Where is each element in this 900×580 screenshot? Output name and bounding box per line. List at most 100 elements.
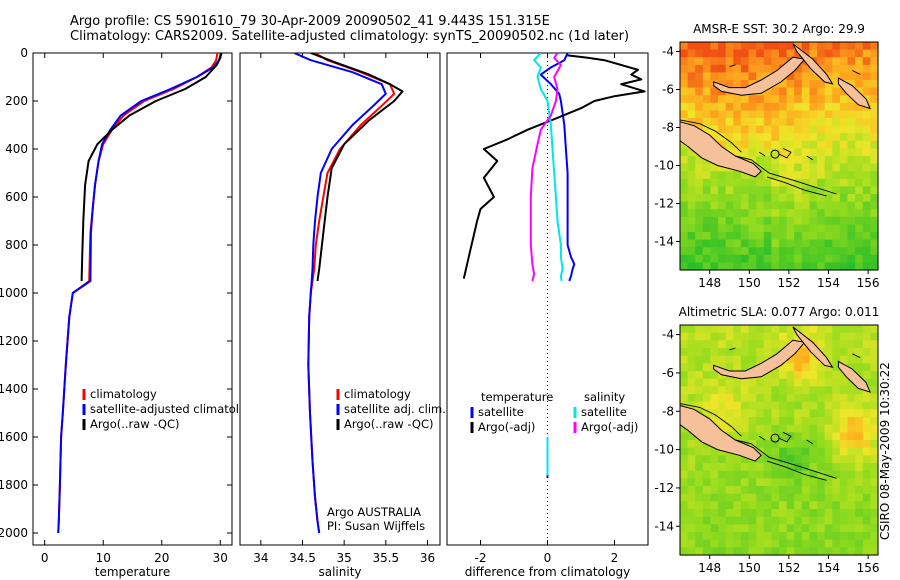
heatmap-cell [695, 371, 704, 380]
series-satellite-adjusted-climatology [57, 53, 222, 534]
heatmap-cell [687, 216, 696, 225]
heatmap-cell [779, 125, 788, 134]
heatmap-cell [839, 486, 849, 495]
heatmap-cell [794, 125, 803, 134]
heatmap-cell [824, 432, 833, 441]
map-frame [679, 41, 879, 271]
heatmap-cell [748, 216, 757, 225]
heatmap-cell [748, 501, 757, 510]
heatmap-cell [779, 95, 788, 104]
heatmap-cell [862, 501, 871, 510]
heatmap-cell [847, 118, 856, 127]
heatmap-cell [680, 424, 689, 433]
heatmap-cell [794, 64, 803, 73]
heatmap-cell [839, 325, 849, 334]
heatmap-cell [702, 516, 711, 525]
heatmap-cell [839, 394, 849, 403]
heatmap-cell [870, 49, 879, 58]
heatmap-cell [870, 371, 879, 380]
heatmap-cell [725, 186, 734, 195]
heatmap-cell [824, 262, 833, 271]
heatmap-cell [680, 516, 689, 525]
heatmap-cell [832, 125, 841, 134]
heatmap-cell [839, 163, 849, 172]
heatmap-cell [832, 424, 841, 433]
heatmap-cell [771, 201, 780, 210]
heatmap-cell [832, 171, 841, 180]
heatmap-cell [771, 547, 780, 556]
heatmap-cell [725, 125, 734, 134]
heatmap-cell [794, 110, 803, 119]
heatmap-cell [855, 118, 864, 127]
heatmap-cell [786, 447, 795, 456]
heatmap-cell [763, 232, 772, 241]
heatmap-cell [695, 247, 704, 256]
heatmap-cell [855, 49, 864, 58]
heatmap-cell [779, 455, 788, 464]
heatmap-cell [832, 409, 841, 418]
heatmap-cell [710, 516, 719, 525]
heatmap-cell [794, 348, 803, 357]
heatmap-cell [794, 118, 803, 127]
heatmap-cell [786, 325, 795, 334]
heatmap-cell [855, 432, 864, 441]
heatmap-cell [718, 417, 727, 426]
heatmap-cell [725, 194, 734, 203]
heatmap-cell [839, 224, 849, 233]
heatmap-cell [794, 194, 803, 203]
heatmap-cell [680, 440, 689, 449]
heatmap-cell [763, 478, 772, 487]
heatmap-cell [733, 378, 742, 387]
heatmap-cell [687, 148, 696, 157]
heatmap-cell [733, 417, 742, 426]
heatmap-cell [855, 194, 864, 203]
heatmap-cell [801, 209, 810, 218]
heatmap-cell [794, 378, 803, 387]
heatmap-cell [779, 424, 788, 433]
land-mass [837, 77, 871, 110]
heatmap-cell [779, 178, 788, 187]
heatmap-cell [794, 547, 803, 556]
heatmap-cell [855, 201, 864, 210]
heatmap-cell [740, 110, 750, 119]
heatmap-cell [824, 178, 833, 187]
heatmap-cell [862, 133, 871, 142]
heatmap-cell [809, 262, 818, 271]
heatmap-cell [725, 239, 734, 248]
heatmap-cell [740, 355, 750, 364]
heatmap-cell [847, 102, 856, 111]
heatmap-cell [687, 209, 696, 218]
heatmap-cell [733, 247, 742, 256]
heatmap-cell [680, 80, 689, 89]
heatmap-cell [695, 501, 704, 510]
heatmap-cell [702, 254, 711, 263]
heatmap-cell [824, 163, 833, 172]
heatmap-cell [718, 340, 727, 349]
heatmap-cell [695, 254, 704, 263]
heatmap-cell [763, 209, 772, 218]
heatmap-cell [862, 547, 871, 556]
heatmap-cell [847, 216, 856, 225]
heatmap-cell [695, 178, 704, 187]
heatmap-cell [809, 478, 818, 487]
heatmap-cell [702, 125, 711, 134]
heatmap-cell [786, 209, 795, 218]
heatmap-cell [824, 72, 833, 81]
heatmap-cell [687, 332, 696, 341]
heatmap-cell [862, 447, 871, 456]
heatmap-cell [687, 178, 696, 187]
land-mass [792, 43, 834, 85]
heatmap-cell [824, 201, 833, 210]
heatmap-cell [817, 57, 826, 66]
heatmap-cell [824, 509, 833, 518]
heatmap-cell [801, 355, 810, 364]
heatmap-cell [763, 509, 772, 518]
heatmap-cell [809, 140, 818, 149]
heatmap-cell [809, 133, 818, 142]
heatmap-cell [847, 49, 856, 58]
heatmap-cell [794, 42, 803, 51]
heatmap-cell [794, 432, 803, 441]
heatmap-cell [763, 262, 772, 271]
heatmap-cell [862, 409, 871, 418]
